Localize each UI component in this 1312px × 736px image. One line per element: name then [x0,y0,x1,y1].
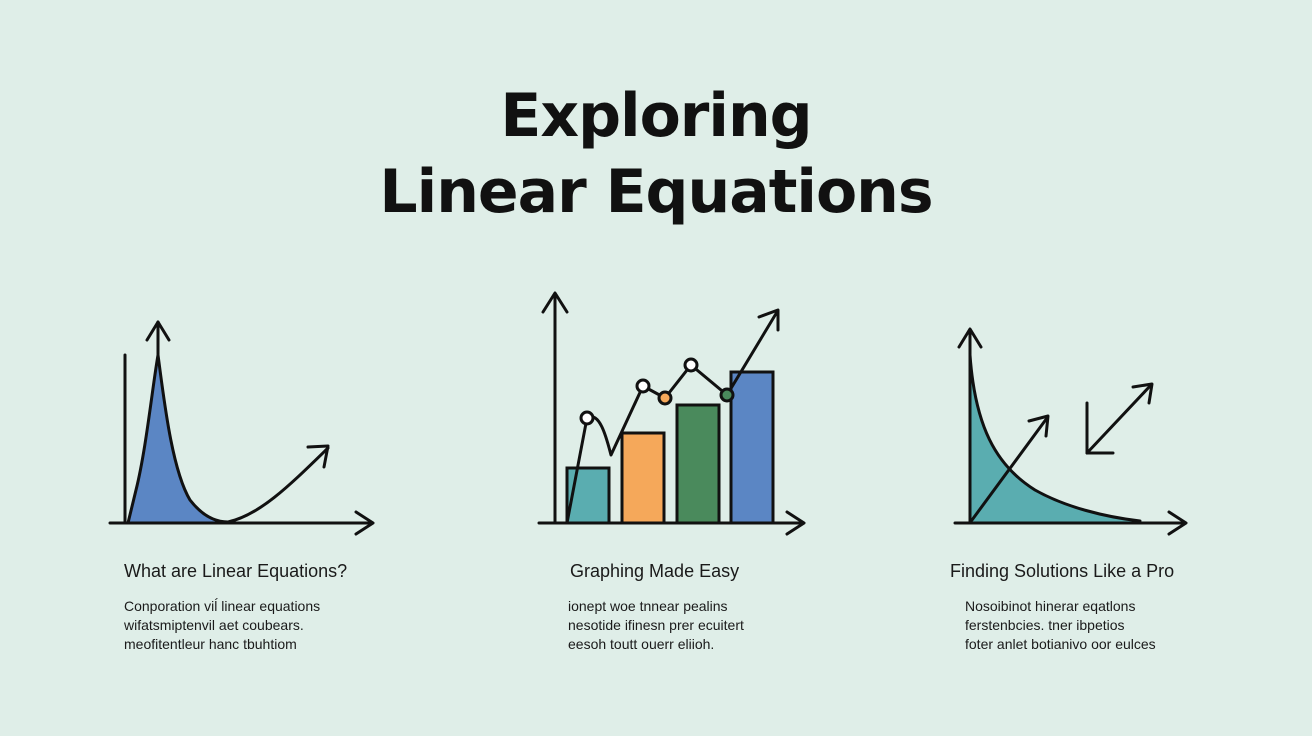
data-point-1 [579,410,595,426]
decay-curve [968,353,1142,523]
data-point-4 [683,357,699,373]
bar-4 [729,370,775,525]
panel-1-desc-line-1: Conporation viĺ linear equations [124,598,321,614]
curve-line [126,353,330,525]
panel-2-description: ionept woe tnnear pealins nesotide ifine… [568,597,744,654]
data-point-5 [719,387,735,403]
x-axis-arrowhead [354,510,375,536]
bar-graph-illustration [537,291,806,536]
diagonal-arrow-line [970,416,1049,522]
bar-3 [675,403,721,525]
solution-arrowhead [1131,382,1154,405]
panel-1-desc-line-3: meofitentleur hanc tbuhtiom [124,636,297,652]
data-point-3 [657,390,673,406]
panel-3-description: Nosoibinot hinerar eqatlons ferstenbcies… [965,597,1156,654]
panel-1-desc-line-2: wifatsmiptenvil aet coubears. [124,617,304,633]
x-axis-arrowhead [785,510,806,536]
diagonal-arrowhead [1027,414,1050,438]
page-title: Exploring Linear Equations [0,78,1312,230]
solution-arrow-line [1085,383,1153,455]
trend-arrowhead [757,308,780,332]
y-axis-arrowhead [957,327,983,349]
curve-arrowhead [306,444,330,469]
panel-1-heading: What are Linear Equations? [124,561,348,581]
curve-graph-illustration [108,320,375,536]
area-under-decay-curve [970,355,1140,523]
panel-2-heading: Graphing Made Easy [570,561,740,581]
bar-2 [620,431,666,525]
y-axis-arrowhead [145,320,171,342]
title-line-1: Exploring [500,81,812,151]
panel-2-desc-line-1: ionept woe tnnear pealins [568,598,728,614]
panel-3-desc-line-2: ferstenbcies. tner ibpetios [965,617,1125,633]
area-under-curve [128,355,228,523]
y-axis-arrowhead [541,291,569,314]
solution-graph-illustration [953,327,1188,536]
panel-2-desc-line-3: eesoh toutt ouerr eliioh. [568,636,715,652]
title-line-2: Linear Equations [379,157,933,227]
panel-3-heading: Finding Solutions Like a Pro [950,561,1175,581]
x-axis-arrowhead [1167,510,1188,536]
panel-3-desc-line-1: Nosoibinot hinerar eqatlons [965,598,1136,614]
panel-1-description: Conporation viĺ linear equations wifatsm… [124,597,320,654]
panel-2-desc-line-2: nesotide ifinesn prer ecuitert [568,617,744,633]
data-point-2 [635,378,651,394]
solution-corner-mark [1085,401,1115,455]
panel-3-desc-line-3: foter anlet botianivo oor eulces [965,636,1156,652]
